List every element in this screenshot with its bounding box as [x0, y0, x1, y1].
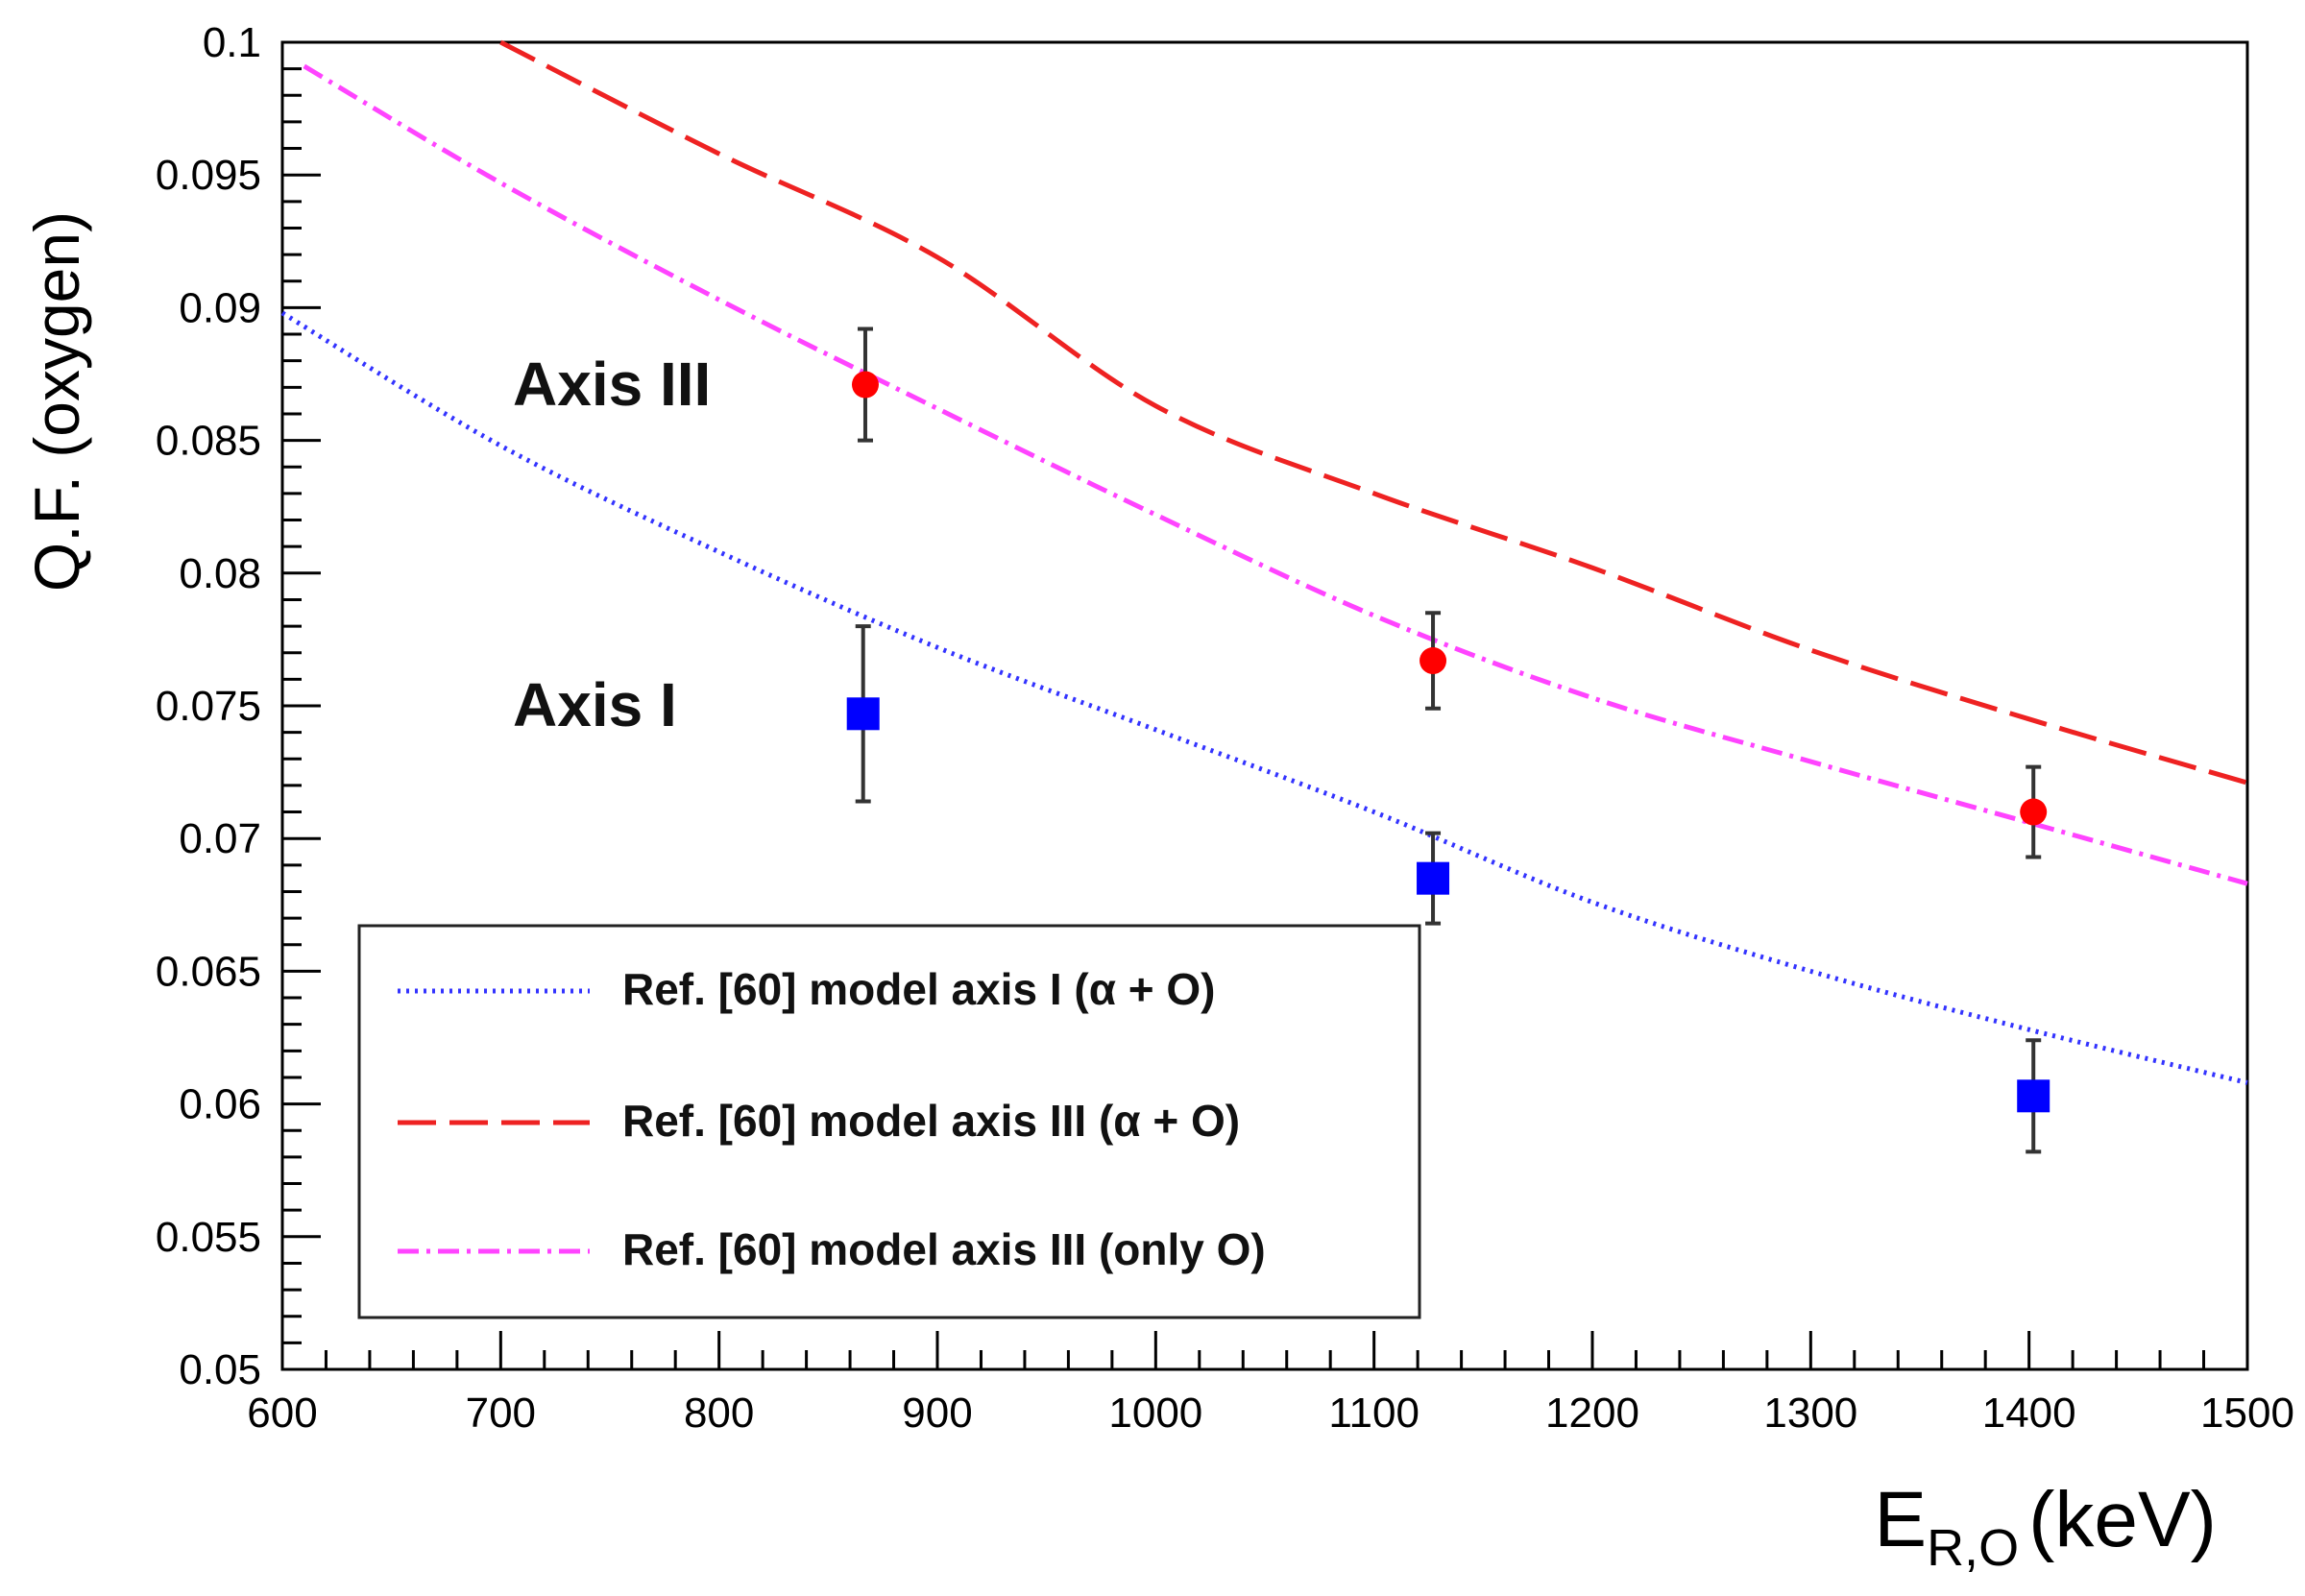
x-tick-label: 1300: [1763, 1390, 1857, 1437]
y-tick-label: 0.095: [156, 152, 261, 199]
y-tick-label: 0.065: [156, 948, 261, 995]
data-points: [846, 326, 2050, 1154]
y-tick-label: 0.075: [156, 683, 261, 730]
x-axis-title-main: E: [1874, 1476, 1927, 1563]
model-curve-dotted: [280, 310, 2248, 1085]
data-point-axis-iii: [2020, 798, 2048, 826]
legend-label-axis-i: Ref. [60] model axis I (α + O): [622, 964, 1216, 1014]
legend-label-axis-iii-alpha: Ref. [60] model axis III (α + O): [622, 1096, 1240, 1146]
x-tick-label: 1100: [1328, 1390, 1419, 1437]
x-tick-label: 1500: [2200, 1390, 2294, 1437]
x-tick-label: 900: [902, 1390, 972, 1437]
model-curve-dashed: [499, 39, 2248, 786]
data-point-axis-iii: [851, 371, 879, 399]
x-tick-label: 700: [466, 1390, 536, 1437]
data-point-axis-iii: [1419, 647, 1447, 675]
axis-ticks: [280, 40, 2249, 1371]
data-point-axis-i: [2017, 1079, 2050, 1113]
y-tick-label: 0.1: [203, 19, 261, 66]
y-tick-label: 0.085: [156, 418, 261, 465]
x-tick-label: 800: [684, 1390, 754, 1437]
model-curves: [280, 39, 2248, 1085]
y-tick-labels: 0.05 0.055 0.06 0.065 0.07 0.075 0.08 0.085 0.09…: [156, 19, 261, 1393]
x-tick-labels: 600 700 800 900 1000 1100 1200 1300 1400 1500: [247, 1390, 2294, 1437]
y-tick-label: 0.05: [179, 1346, 261, 1393]
model-curve-dashdot: [303, 63, 2248, 886]
x-tick-label: 600: [247, 1390, 317, 1437]
y-tick-label: 0.055: [156, 1214, 261, 1261]
annotation-axis-i: Axis I: [513, 670, 677, 739]
y-tick-label: 0.06: [179, 1081, 261, 1128]
data-point-axis-i: [846, 697, 880, 731]
y-tick-label: 0.09: [179, 284, 261, 331]
legend: Ref. [60] model axis I (α + O) Ref. [60]…: [357, 924, 1421, 1319]
x-tick-label: 1000: [1108, 1390, 1202, 1437]
y-tick-label: 0.07: [179, 815, 261, 862]
x-axis-title: ER,O (keV): [1874, 1476, 2217, 1577]
data-point-axis-i: [1417, 861, 1450, 895]
annotation-axis-iii: Axis III: [513, 350, 711, 419]
x-axis-title-unit: (keV): [2028, 1476, 2217, 1563]
legend-label-axis-iii-only-o: Ref. [60] model axis III (only O): [622, 1224, 1266, 1274]
y-tick-label: 0.08: [179, 550, 261, 597]
x-tick-label: 1400: [1982, 1390, 2076, 1437]
x-axis-title-subscript: R,O: [1927, 1519, 2019, 1577]
x-tick-label: 1200: [1545, 1390, 1639, 1437]
y-axis-title: Q.F. (oxygen): [21, 211, 92, 592]
